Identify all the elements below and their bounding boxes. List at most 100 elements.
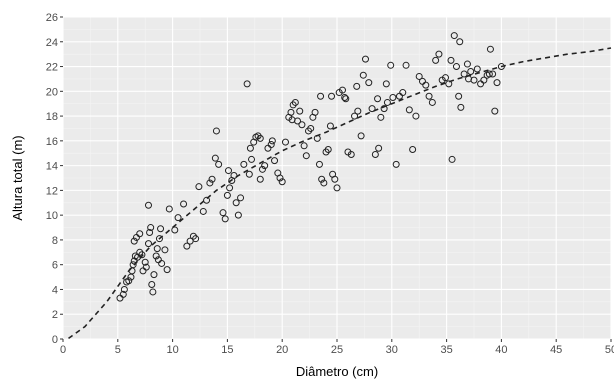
- data-point: [425, 92, 433, 100]
- y-axis-title: Altura total (m): [10, 135, 25, 220]
- y-tick-label: 4: [52, 284, 58, 296]
- data-point: [333, 184, 341, 192]
- data-point: [307, 124, 315, 132]
- data-point: [405, 106, 413, 114]
- y-tick-label: 0: [52, 334, 58, 346]
- major-grid: [62, 16, 612, 340]
- data-point: [232, 199, 240, 207]
- y-tick-label: 24: [46, 37, 58, 49]
- x-tick-label: 40: [495, 344, 507, 356]
- y-tick-label: 16: [46, 136, 58, 148]
- data-point: [148, 281, 156, 289]
- data-point: [237, 194, 245, 202]
- data-point: [493, 79, 501, 87]
- data-point: [157, 225, 165, 233]
- data-point: [456, 38, 464, 46]
- data-point: [243, 80, 251, 88]
- data-point: [153, 245, 161, 253]
- data-point: [256, 175, 264, 183]
- data-point: [261, 162, 269, 170]
- data-point: [192, 235, 200, 243]
- data-point: [119, 290, 127, 298]
- data-point: [428, 98, 436, 106]
- data-point: [221, 215, 229, 223]
- data-point: [448, 155, 456, 163]
- data-point: [240, 160, 248, 168]
- data-point: [155, 235, 163, 243]
- data-point: [399, 89, 407, 97]
- data-points: [116, 32, 505, 302]
- x-tick-label: 35: [440, 344, 452, 356]
- data-point: [375, 144, 383, 152]
- data-point: [144, 240, 152, 248]
- data-point: [248, 155, 256, 163]
- data-point: [380, 105, 388, 113]
- data-point: [389, 94, 397, 101]
- data-point: [353, 82, 361, 90]
- x-tick-label: 10: [166, 344, 178, 356]
- data-point: [455, 92, 463, 100]
- y-tick-label: 18: [46, 111, 58, 123]
- data-point: [141, 258, 149, 266]
- data-point: [491, 107, 499, 115]
- y-tick-label: 20: [46, 86, 58, 98]
- data-point: [422, 81, 430, 89]
- y-tick-label: 8: [52, 235, 58, 247]
- data-point: [287, 108, 295, 116]
- data-point: [324, 146, 332, 154]
- x-tick-label: 50: [605, 344, 614, 356]
- data-point: [409, 146, 417, 154]
- y-tick-label: 12: [46, 185, 58, 197]
- data-point: [147, 224, 155, 232]
- data-point: [392, 160, 400, 168]
- data-point: [432, 56, 440, 64]
- data-point: [138, 251, 146, 259]
- data-point: [359, 71, 367, 79]
- data-point: [174, 214, 182, 222]
- data-point: [268, 137, 276, 145]
- data-point: [150, 271, 158, 279]
- data-point: [296, 107, 304, 115]
- x-tick-label: 25: [331, 344, 343, 356]
- data-point: [338, 86, 346, 94]
- data-point: [206, 179, 214, 187]
- data-point: [245, 170, 253, 178]
- data-point: [267, 141, 275, 149]
- data-point: [125, 277, 133, 285]
- data-point: [357, 132, 365, 140]
- data-point: [183, 242, 191, 250]
- data-point: [317, 92, 325, 100]
- data-point: [365, 79, 373, 87]
- data-point: [489, 70, 497, 78]
- data-point: [460, 70, 468, 78]
- data-point: [291, 98, 299, 106]
- data-point: [342, 95, 350, 103]
- data-point: [165, 205, 173, 213]
- data-point: [320, 179, 328, 187]
- data-point: [129, 261, 137, 269]
- data-point: [347, 150, 355, 158]
- data-point: [298, 121, 306, 129]
- data-point: [161, 246, 169, 254]
- data-point: [199, 207, 207, 215]
- data-point: [354, 107, 362, 115]
- data-point: [300, 142, 308, 150]
- data-point: [219, 209, 227, 217]
- data-point: [374, 95, 382, 103]
- data-point: [486, 45, 494, 53]
- data-point: [163, 266, 171, 274]
- data-point: [457, 103, 465, 111]
- data-point: [387, 61, 395, 69]
- data-point: [480, 76, 488, 84]
- data-point: [256, 134, 264, 142]
- data-point: [318, 175, 326, 183]
- data-point: [382, 80, 390, 88]
- data-point: [212, 127, 220, 135]
- data-point: [328, 92, 336, 100]
- data-point: [288, 116, 296, 124]
- x-tick-label: 5: [115, 344, 121, 356]
- data-point: [435, 50, 443, 58]
- data-point: [412, 112, 420, 120]
- data-point: [485, 70, 493, 78]
- data-point: [186, 237, 194, 245]
